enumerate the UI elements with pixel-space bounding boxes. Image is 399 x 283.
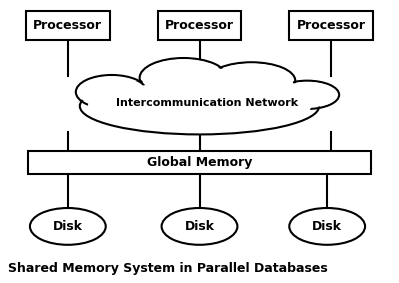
Ellipse shape (76, 75, 148, 109)
Ellipse shape (207, 62, 295, 99)
Text: Disk: Disk (312, 220, 342, 233)
Ellipse shape (140, 58, 227, 98)
Text: Shared Memory System in Parallel Databases: Shared Memory System in Parallel Databas… (8, 261, 328, 275)
Ellipse shape (289, 208, 365, 245)
Text: Global Memory: Global Memory (147, 156, 252, 169)
Ellipse shape (80, 78, 319, 134)
Ellipse shape (277, 82, 337, 108)
Ellipse shape (78, 76, 146, 108)
Ellipse shape (275, 81, 339, 109)
FancyBboxPatch shape (158, 11, 241, 40)
Text: Processor: Processor (165, 19, 234, 32)
FancyBboxPatch shape (28, 151, 371, 174)
Text: Intercommunication Network: Intercommunication Network (117, 98, 298, 108)
Ellipse shape (209, 64, 293, 98)
Text: Disk: Disk (53, 220, 83, 233)
Text: Processor: Processor (297, 19, 365, 32)
Ellipse shape (162, 208, 237, 245)
Text: Processor: Processor (34, 19, 102, 32)
Ellipse shape (88, 82, 311, 130)
FancyBboxPatch shape (289, 11, 373, 40)
FancyBboxPatch shape (26, 11, 110, 40)
Text: Disk: Disk (184, 220, 215, 233)
Ellipse shape (30, 208, 106, 245)
Ellipse shape (142, 59, 225, 96)
